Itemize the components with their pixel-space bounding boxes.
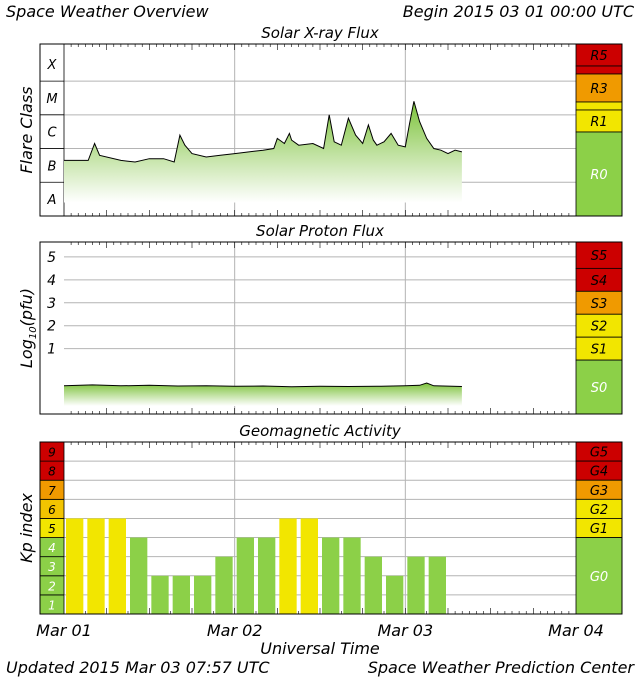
x-tick-label: Mar 03 <box>378 621 434 640</box>
xray-flux-panel: Solar X-ray Flux Flare Class A B C M X R5 R3 R1 R0 <box>17 24 623 217</box>
kp-scale-g2: G2 <box>590 503 608 518</box>
proton-flux-panel: Solar Proton Flux Log10(pfu) 1 2 3 4 5 S5 S4 S3 S2… <box>17 222 623 415</box>
proton-ytick: 4 <box>47 273 56 289</box>
xray-scale-r5: R5 <box>590 49 607 64</box>
kp-bar <box>215 556 233 614</box>
header-begin-time: Begin 2015 03 01 00:00 UTC <box>402 2 634 21</box>
kp-index-panel: Geomagnetic Activity Kp index 1 2 3 4 5 6 7 8 9 G5 G… <box>17 422 623 615</box>
kp-bar <box>66 518 84 614</box>
proton-scale-s2: S2 <box>591 320 608 335</box>
xray-ylabel: Flare Class <box>17 86 36 173</box>
kp-bar <box>279 518 297 614</box>
xray-scale-r3: R3 <box>590 82 607 97</box>
footer-source: Space Weather Prediction Center <box>367 658 634 677</box>
xray-scale-box <box>575 65 623 75</box>
xray-title: Solar X-ray Flux <box>261 24 379 42</box>
x-tick-label: Mar 02 <box>207 621 263 640</box>
kp-title: Geomagnetic Activity <box>239 422 402 440</box>
xray-flux-area <box>64 101 462 203</box>
kp-bar <box>87 518 105 614</box>
proton-ytick: 2 <box>47 319 56 335</box>
proton-scale-s0: S0 <box>591 381 608 396</box>
kp-frame <box>39 441 623 615</box>
kp-bar <box>407 556 425 614</box>
proton-flux-area <box>64 383 462 406</box>
proton-scale-box <box>575 241 623 269</box>
kp-level-label: 7 <box>48 484 56 498</box>
header-title: Space Weather Overview <box>6 2 209 21</box>
xray-class-a: A <box>47 193 57 208</box>
proton-scale-box <box>575 359 623 415</box>
kp-bar <box>258 537 276 614</box>
xray-scale-r0: R0 <box>590 168 607 183</box>
kp-ylabel: Kp index <box>17 493 36 563</box>
xray-class-x: X <box>47 58 58 73</box>
kp-scale-g5: G5 <box>590 446 608 461</box>
kp-level-label: 3 <box>48 560 56 574</box>
time-axis: Mar 01 Mar 02 Mar 03 Mar 04 Universal Time <box>36 621 604 658</box>
x-tick-label: Mar 04 <box>548 621 604 640</box>
footer-updated: Updated 2015 Mar 03 07:57 UTC <box>6 658 270 677</box>
kp-bar <box>343 537 361 614</box>
xray-scale-r1: R1 <box>590 115 607 130</box>
kp-level-label: 6 <box>48 503 56 517</box>
kp-scale-g1: G1 <box>590 522 608 537</box>
kp-level-label: 2 <box>48 579 56 593</box>
proton-scale-s3: S3 <box>591 297 608 312</box>
kp-scale-box <box>575 537 623 615</box>
proton-flux-line <box>63 382 462 388</box>
kp-bar <box>172 575 190 614</box>
xray-class-c: C <box>47 126 57 141</box>
kp-bar <box>151 575 169 614</box>
kp-bar <box>236 537 254 614</box>
proton-title: Solar Proton Flux <box>256 222 384 240</box>
kp-scale-g3: G3 <box>590 484 608 499</box>
kp-bar <box>428 556 446 614</box>
kp-bar <box>194 575 212 614</box>
proton-ytick: 5 <box>47 250 56 266</box>
xray-class-m: M <box>46 92 57 107</box>
kp-scale-g0: G0 <box>590 570 608 585</box>
proton-scale-s5: S5 <box>591 249 608 264</box>
x-tick-label: Mar 01 <box>36 621 92 640</box>
kp-scale-g4: G4 <box>590 465 608 480</box>
kp-bar <box>322 537 340 614</box>
kp-bar <box>364 556 382 614</box>
kp-level-label: 1 <box>48 598 56 612</box>
kp-level-label: 9 <box>48 446 56 460</box>
xray-class-b: B <box>48 159 57 174</box>
kp-bar <box>130 537 148 614</box>
proton-scale-s4: S4 <box>591 274 608 289</box>
proton-ytick: 3 <box>47 296 56 312</box>
kp-level-label: 8 <box>48 465 56 479</box>
xray-scale-box <box>575 101 623 111</box>
kp-bar <box>300 518 318 614</box>
xray-scale-box <box>575 73 623 103</box>
x-axis-title: Universal Time <box>260 639 380 658</box>
xray-flux-line <box>64 101 463 163</box>
xray-scale-box <box>575 131 623 217</box>
kp-level-label: 4 <box>48 541 56 555</box>
kp-bar <box>386 575 404 614</box>
proton-scale-s1: S1 <box>591 343 608 358</box>
kp-bar <box>108 518 126 614</box>
proton-ylabel: Log10(pfu) <box>17 288 39 368</box>
proton-frame <box>39 241 623 415</box>
kp-level-label: 5 <box>48 522 56 536</box>
proton-ytick: 1 <box>47 342 56 358</box>
xray-frame <box>39 43 623 217</box>
